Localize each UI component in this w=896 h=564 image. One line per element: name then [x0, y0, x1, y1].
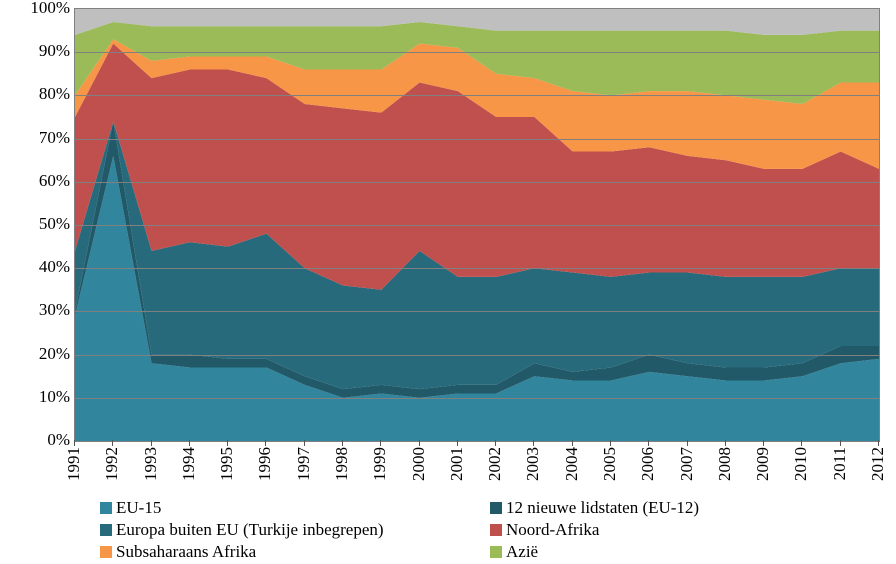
gridline	[75, 355, 879, 356]
legend-label: Noord-Afrika	[506, 520, 599, 539]
x-tick	[265, 440, 266, 446]
x-tick	[572, 440, 573, 446]
x-tick	[189, 440, 190, 446]
legend-swatch	[100, 502, 112, 514]
x-tick-label: 2012	[868, 447, 888, 481]
x-tick	[227, 440, 228, 446]
x-tick	[801, 440, 802, 446]
x-tick	[878, 440, 879, 446]
legend-item: Noord-Afrika	[490, 520, 599, 540]
x-tick	[342, 440, 343, 446]
x-tick	[495, 440, 496, 446]
gridline	[75, 95, 879, 96]
x-tick	[840, 440, 841, 446]
x-tick	[725, 440, 726, 446]
x-tick-label: 2007	[677, 447, 697, 481]
x-tick-label: 2011	[830, 447, 850, 480]
gridline	[75, 225, 879, 226]
y-tick-label: 100%	[10, 0, 70, 18]
gridline	[75, 52, 879, 53]
x-tick	[304, 440, 305, 446]
legend-item: Subsaharaans Afrika	[100, 542, 256, 562]
x-tick	[380, 440, 381, 446]
x-tick-label: 2002	[485, 447, 505, 481]
plot-area	[74, 8, 880, 442]
x-tick	[457, 440, 458, 446]
gridline	[75, 268, 879, 269]
legend-item: 12 nieuwe lidstaten (EU-12)	[490, 498, 699, 518]
x-tick-label: 1993	[141, 447, 161, 481]
legend-swatch	[100, 546, 112, 558]
stacked-area-chart: 0% 10% 20% 30% 40% 50% 60% 70% 80% 90% 100% 1991 19…	[0, 0, 896, 564]
x-tick	[763, 440, 764, 446]
y-tick-label: 60%	[10, 171, 70, 191]
x-tick	[687, 440, 688, 446]
legend-swatch	[490, 524, 502, 536]
legend-label: Azië	[506, 542, 538, 561]
legend-label: Europa buiten EU (Turkije inbegrepen)	[116, 520, 384, 539]
x-tick	[533, 440, 534, 446]
x-tick	[419, 440, 420, 446]
x-tick-label: 1999	[370, 447, 390, 481]
legend-label: Subsaharaans Afrika	[116, 542, 256, 561]
y-tick-label: 90%	[10, 41, 70, 61]
x-tick	[610, 440, 611, 446]
x-tick-label: 1996	[255, 447, 275, 481]
gridline	[75, 311, 879, 312]
x-tick	[151, 440, 152, 446]
x-tick-label: 2004	[562, 447, 582, 481]
gridline	[75, 182, 879, 183]
legend-item: Europa buiten EU (Turkije inbegrepen)	[100, 520, 384, 540]
x-tick-label: 2001	[447, 447, 467, 481]
y-tick-label: 30%	[10, 300, 70, 320]
legend-item: Azië	[490, 542, 538, 562]
x-tick-label: 1997	[294, 447, 314, 481]
y-tick-label: 70%	[10, 128, 70, 148]
y-tick-label: 10%	[10, 387, 70, 407]
legend-label: 12 nieuwe lidstaten (EU-12)	[506, 498, 699, 517]
legend-swatch	[100, 524, 112, 536]
y-tick-label: 0%	[10, 430, 70, 450]
x-tick-label: 1995	[217, 447, 237, 481]
x-tick-label: 1992	[102, 447, 122, 481]
x-tick	[112, 440, 113, 446]
x-tick-label: 2003	[523, 447, 543, 481]
y-tick-label: 40%	[10, 257, 70, 277]
x-tick-label: 1998	[332, 447, 352, 481]
gridline	[75, 139, 879, 140]
legend-item: EU-15	[100, 498, 161, 518]
legend-swatch	[490, 546, 502, 558]
x-tick-label: 2008	[715, 447, 735, 481]
x-tick-label: 2005	[600, 447, 620, 481]
x-tick	[74, 440, 75, 446]
x-tick-label: 1991	[64, 447, 84, 481]
legend-swatch	[490, 502, 502, 514]
x-tick-label: 2009	[753, 447, 773, 481]
y-tick-label: 80%	[10, 84, 70, 104]
y-tick-label: 20%	[10, 344, 70, 364]
gridline	[75, 398, 879, 399]
x-tick	[648, 440, 649, 446]
x-tick-label: 2000	[409, 447, 429, 481]
x-tick-label: 2006	[638, 447, 658, 481]
legend-label: EU-15	[116, 498, 161, 517]
x-tick-label: 2010	[791, 447, 811, 481]
y-tick-label: 50%	[10, 214, 70, 234]
x-tick-label: 1994	[179, 447, 199, 481]
